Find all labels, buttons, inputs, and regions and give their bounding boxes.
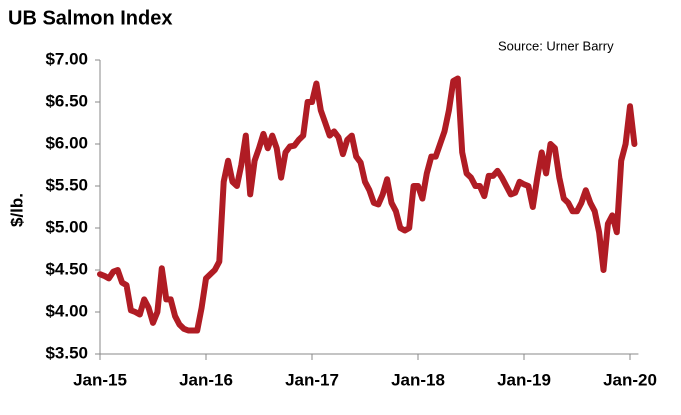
x-tick-label: Jan-16 xyxy=(179,370,233,389)
annotation: Source: Urner Barry xyxy=(498,38,614,53)
x-tick-label: Jan-15 xyxy=(73,370,127,389)
x-tick-label: Jan-20 xyxy=(603,370,657,389)
y-tick-label: $4.00 xyxy=(45,301,88,320)
y-tick-label: $6.50 xyxy=(45,91,88,110)
y-tick-label: $3.50 xyxy=(45,343,88,362)
x-tick-label: Jan-18 xyxy=(391,370,445,389)
chart-title: UB Salmon Index xyxy=(8,7,172,29)
x-tick-label: Jan-17 xyxy=(285,370,339,389)
x-tick-label: Jan-19 xyxy=(497,370,551,389)
y-tick-label: $4.50 xyxy=(45,259,88,278)
y-axis-label: $/lb. xyxy=(7,193,26,227)
y-tick-label: $7.00 xyxy=(45,49,88,68)
y-tick-label: $5.00 xyxy=(45,217,88,236)
line xyxy=(97,75,638,334)
y-tick-label: $5.50 xyxy=(45,175,88,194)
y-tick-label: $6.00 xyxy=(45,133,88,152)
